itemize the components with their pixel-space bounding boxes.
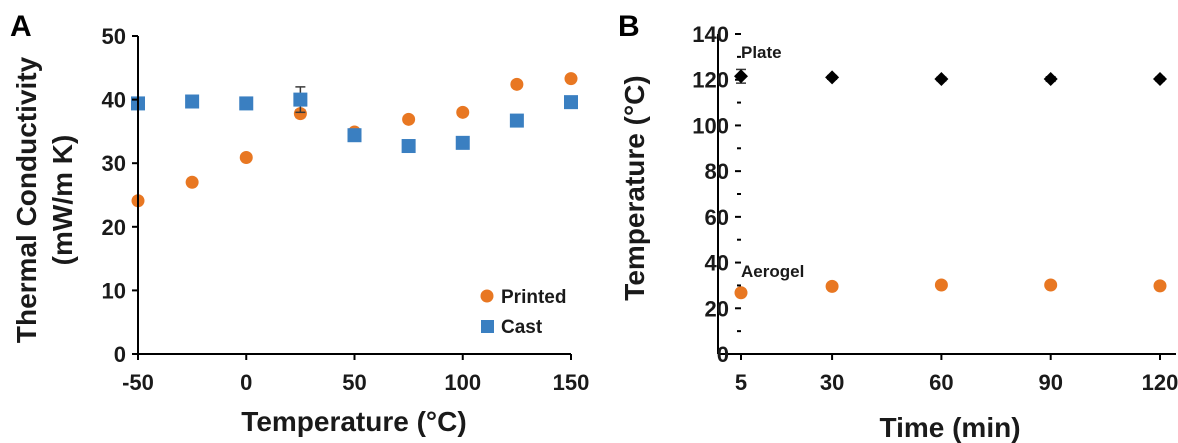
aerogel-point: [1153, 279, 1167, 293]
y-tick-label: 40: [705, 251, 729, 276]
legend-cast-marker: [481, 320, 494, 333]
printed-point: [456, 105, 470, 119]
y-tick-label: 50: [102, 24, 126, 49]
x-tick-label: 90: [1038, 370, 1062, 395]
panel-a-ticks: 0 10 20 30 40 50 -50 0 50 100 150: [102, 24, 590, 395]
printed-point: [185, 175, 199, 189]
legend-cast-label: Cast: [501, 317, 543, 338]
y-tick-label: 40: [102, 88, 126, 113]
aerogel-point: [934, 278, 948, 292]
cast-point: [564, 95, 578, 110]
x-tick-label: 60: [929, 370, 953, 395]
printed-point: [293, 107, 307, 121]
x-tick-label: 30: [820, 370, 844, 395]
x-tick-label: 150: [553, 370, 590, 395]
printed-point: [564, 72, 578, 86]
panel-b-x-axis-title: Time (min): [879, 412, 1020, 443]
panel-b-marks: [734, 68, 1167, 300]
y-tick-label: 120: [692, 68, 729, 93]
x-tick-label: 50: [342, 370, 366, 395]
panel-a-y-axis-title-line2: (mW/m K): [47, 135, 78, 266]
y-tick-label: 0: [114, 342, 126, 367]
y-tick-label: 140: [692, 22, 729, 47]
x-tick-label: 100: [444, 370, 481, 395]
panel-b: B 0 20 40 60 80 100 120 140 5 30 60 90 120 Time (min…: [618, 10, 1178, 443]
plate-point: [1043, 72, 1058, 87]
plate-point: [825, 70, 840, 85]
plate-annotation: Plate: [741, 43, 782, 62]
panel-b-label: B: [618, 10, 640, 43]
y-tick-label: 20: [102, 215, 126, 240]
printed-point: [402, 112, 416, 126]
y-tick-label: 20: [705, 296, 729, 321]
y-tick-label: 30: [102, 151, 126, 176]
y-tick-label: 80: [705, 159, 729, 184]
cast-point: [293, 92, 308, 107]
panel-a-x-axis-title: Temperature (°C): [241, 406, 466, 437]
cast-point: [509, 113, 524, 128]
aerogel-annotation: Aerogel: [741, 262, 804, 281]
plate-point: [934, 72, 949, 87]
cast-point: [239, 96, 254, 111]
legend-printed-label: Printed: [501, 287, 566, 308]
aerogel-point: [825, 279, 839, 293]
panel-a-y-axis-title-line1: Thermal Conductivity: [11, 56, 42, 343]
printed-point: [510, 77, 524, 91]
cast-point: [185, 94, 200, 109]
cast-point: [455, 135, 470, 150]
cast-point: [347, 128, 362, 143]
x-tick-label: 5: [735, 370, 747, 395]
y-tick-label: 10: [102, 278, 126, 303]
cast-point: [401, 139, 416, 154]
x-tick-label: 120: [1142, 370, 1178, 395]
y-tick-label: 100: [692, 113, 729, 138]
legend: Printed Cast: [480, 287, 566, 338]
plate-point: [1153, 72, 1167, 87]
y-tick-label: 60: [705, 205, 729, 230]
plate-point: [734, 69, 748, 84]
aerogel-point: [734, 286, 748, 300]
x-tick-label: 0: [240, 370, 252, 395]
y-tick-label: 0: [717, 342, 729, 367]
panel-b-y-axis-title: Temperature (°C): [619, 75, 650, 300]
x-tick-label: -50: [122, 370, 154, 395]
panel-b-ticks: 0 20 40 60 80 100 120 140 5 30 60 90 120: [692, 22, 1178, 395]
panel-a: A 0 10 20 30 40 50 -50 0 50 100 150 Temperature (°…: [10, 10, 589, 437]
legend-printed-marker: [480, 289, 494, 303]
panel-a-label: A: [10, 10, 32, 43]
panel-a-marks: [131, 72, 578, 208]
aerogel-point: [1044, 278, 1058, 292]
printed-point: [239, 150, 253, 164]
